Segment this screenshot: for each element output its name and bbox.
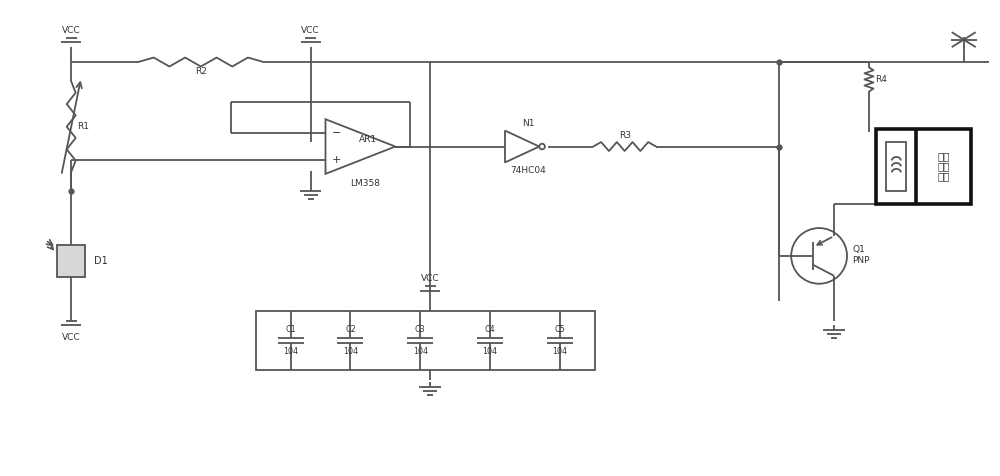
Text: −: − bbox=[332, 128, 341, 138]
Text: VCC: VCC bbox=[62, 26, 81, 35]
Text: AR1: AR1 bbox=[359, 135, 377, 144]
Text: +: + bbox=[332, 155, 341, 165]
Text: C2: C2 bbox=[345, 325, 356, 334]
Text: LM358: LM358 bbox=[350, 179, 380, 188]
Text: PNP: PNP bbox=[852, 257, 870, 265]
Text: VCC: VCC bbox=[421, 274, 440, 283]
Text: 104: 104 bbox=[552, 347, 567, 356]
Text: N1: N1 bbox=[522, 119, 534, 128]
Text: 104: 104 bbox=[283, 347, 298, 356]
Text: C5: C5 bbox=[554, 325, 565, 334]
Text: C4: C4 bbox=[485, 325, 495, 334]
Bar bbox=[886, 142, 906, 191]
Text: R4: R4 bbox=[875, 75, 887, 84]
Text: 104: 104 bbox=[413, 347, 428, 356]
Text: 74HC04: 74HC04 bbox=[510, 166, 546, 175]
Text: R3: R3 bbox=[619, 131, 631, 140]
Text: VCC: VCC bbox=[301, 26, 320, 35]
Bar bbox=[876, 129, 971, 204]
Text: D1: D1 bbox=[94, 256, 108, 266]
Bar bbox=[256, 310, 595, 370]
Text: C1: C1 bbox=[285, 325, 296, 334]
Bar bbox=[57, 245, 85, 277]
Text: Q1: Q1 bbox=[852, 246, 865, 255]
Text: R2: R2 bbox=[195, 68, 207, 77]
Text: C3: C3 bbox=[415, 325, 426, 334]
Text: 104: 104 bbox=[483, 347, 498, 356]
Text: R1: R1 bbox=[77, 122, 89, 131]
Text: 104: 104 bbox=[343, 347, 358, 356]
Text: 模块: 模块 bbox=[937, 171, 950, 181]
Text: VCC: VCC bbox=[62, 333, 81, 342]
Text: 网络: 网络 bbox=[937, 151, 950, 161]
Text: 通讯: 通讯 bbox=[937, 161, 950, 171]
